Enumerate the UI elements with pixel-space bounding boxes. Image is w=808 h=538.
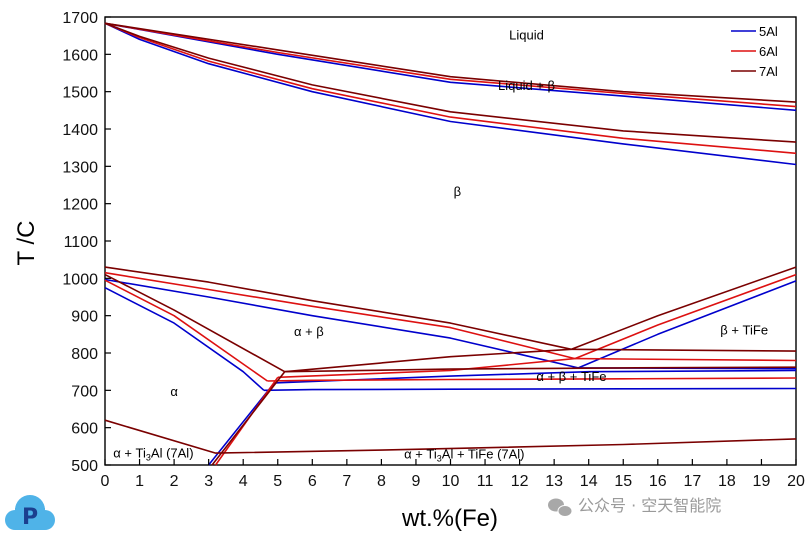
region-label: Liquid + β — [498, 78, 555, 93]
phase-boundary-5Al-2 — [104, 278, 579, 369]
phase-boundary-7Al-7 — [571, 266, 797, 351]
x-tick-label: 14 — [580, 473, 598, 490]
legend: 5Al 6Al 7Al — [725, 19, 795, 85]
phase-boundary-7Al-1 — [104, 22, 797, 143]
y-tick-label: 1100 — [64, 234, 99, 251]
phase-boundary-6Al-2 — [104, 271, 576, 360]
x-axis-title: wt.%(Fe) — [401, 505, 498, 532]
y-axis: 500 600 700 800 900 1000 1100 1200 1300 1400 1500 1… — [62, 10, 111, 475]
y-axis-title: T /C — [13, 221, 40, 266]
watermark-logo: P — [5, 495, 55, 530]
legend-label: 7Al — [759, 64, 778, 79]
x-axis: 0 1 2 3 4 5 6 7 8 9 10 11 12 13 14 15 16 17 18 19 20 — [101, 459, 805, 490]
watermark-logo-letter: P — [22, 505, 38, 530]
x-tick-label: 8 — [377, 473, 386, 490]
phase-boundary-7Al-2 — [104, 266, 572, 351]
x-tick-label: 11 — [477, 473, 494, 490]
x-tick-label: 17 — [683, 473, 701, 490]
watermark-text: 公众号 · 空天智能院 — [578, 496, 721, 515]
phase-boundary-6Al-3 — [104, 279, 268, 382]
region-label: α + Ti3Al (7Al) — [113, 446, 193, 463]
phase-boundary-6Al-4 — [267, 377, 797, 382]
phase-boundary-6Al-7 — [574, 273, 797, 360]
legend-label: 5Al — [759, 24, 778, 39]
x-tick-label: 20 — [787, 473, 805, 490]
x-tick-label: 18 — [718, 473, 736, 490]
x-tick-label: 12 — [511, 473, 529, 490]
phase-boundary-7Al-4 — [284, 348, 572, 373]
y-tick-label: 700 — [71, 383, 98, 400]
x-tick-label: 19 — [753, 473, 771, 490]
x-tick-label: 16 — [649, 473, 667, 490]
phase-boundary-7Al-0 — [104, 22, 797, 103]
phase-boundary-5Al-0 — [104, 22, 797, 112]
phase-boundary-7Al-9 — [104, 419, 797, 454]
phase-boundary-7Al-5 — [211, 371, 286, 466]
x-tick-label: 13 — [545, 473, 563, 490]
x-tick-label: 6 — [308, 473, 317, 490]
y-tick-label: 500 — [71, 458, 98, 475]
wechat-icon — [548, 498, 573, 517]
x-tick-label: 2 — [170, 473, 179, 490]
x-tick-label: 15 — [614, 473, 632, 490]
y-tick-label: 1600 — [62, 47, 98, 64]
region-label: α + β — [294, 324, 324, 339]
annotation-layer: Liquid Liquid + β β α + β α β + TiFe α + β + T… — [113, 27, 768, 463]
region-label: α + β + TiFe — [536, 369, 606, 384]
phase-boundary-5Al-1 — [104, 22, 797, 166]
y-tick-label: 1200 — [62, 197, 98, 214]
phase-boundary-7Al-6 — [284, 366, 797, 373]
phase-boundary-6Al-8 — [574, 357, 797, 362]
y-tick-label: 600 — [71, 421, 98, 438]
series-7Al — [104, 22, 797, 466]
y-tick-label: 800 — [71, 346, 98, 363]
x-tick-label: 4 — [239, 473, 248, 490]
phase-boundary-7Al-3 — [104, 273, 286, 373]
region-label: β — [454, 184, 461, 199]
phase-boundary-6Al-1 — [104, 22, 797, 155]
phase-boundary-6Al-0 — [104, 22, 797, 108]
phase-boundary-7Al-8 — [571, 348, 797, 352]
y-tick-label: 1400 — [62, 122, 98, 139]
x-tick-label: 3 — [204, 473, 213, 490]
phase-boundary-5Al-3 — [104, 286, 265, 391]
x-tick-label: 1 — [135, 473, 144, 490]
x-tick-label: 7 — [342, 473, 351, 490]
y-tick-label: 900 — [71, 309, 98, 326]
x-tick-label: 5 — [273, 473, 282, 490]
region-label: α + Ti3Al + TiFe (7Al) — [404, 446, 524, 463]
phase-boundary-5Al-7 — [577, 280, 797, 369]
watermark: P 公众号 · 空天智能院 — [5, 495, 721, 530]
plot-area: Liquid Liquid + β β α + β α β + TiFe α + β + T… — [104, 16, 797, 466]
y-tick-label: 1500 — [62, 85, 98, 102]
x-tick-label: 9 — [411, 473, 420, 490]
phase-boundary-5Al-4 — [263, 387, 797, 392]
region-label: β + TiFe — [720, 322, 768, 337]
y-tick-label: 1000 — [62, 271, 98, 288]
legend-box — [725, 19, 795, 85]
x-tick-label: 0 — [101, 473, 110, 490]
y-tick-label: 1300 — [62, 159, 98, 176]
phase-boundary-6Al-6 — [277, 357, 575, 379]
y-tick-label: 1700 — [62, 10, 98, 27]
x-tick-label: 10 — [442, 473, 460, 490]
region-label: Liquid — [509, 27, 544, 42]
legend-label: 6Al — [759, 44, 778, 59]
series-6Al — [104, 22, 797, 466]
region-label: α — [170, 384, 178, 399]
series-layer — [104, 22, 797, 466]
